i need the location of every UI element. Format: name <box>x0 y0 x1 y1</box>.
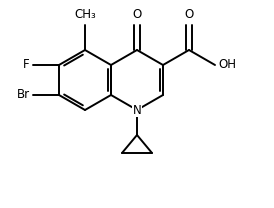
Text: F: F <box>23 58 30 72</box>
Text: O: O <box>132 8 142 21</box>
Text: OH: OH <box>218 58 236 72</box>
Text: N: N <box>133 104 141 116</box>
Text: CH₃: CH₃ <box>74 8 96 21</box>
Text: Br: Br <box>17 88 30 102</box>
Text: O: O <box>184 8 194 21</box>
